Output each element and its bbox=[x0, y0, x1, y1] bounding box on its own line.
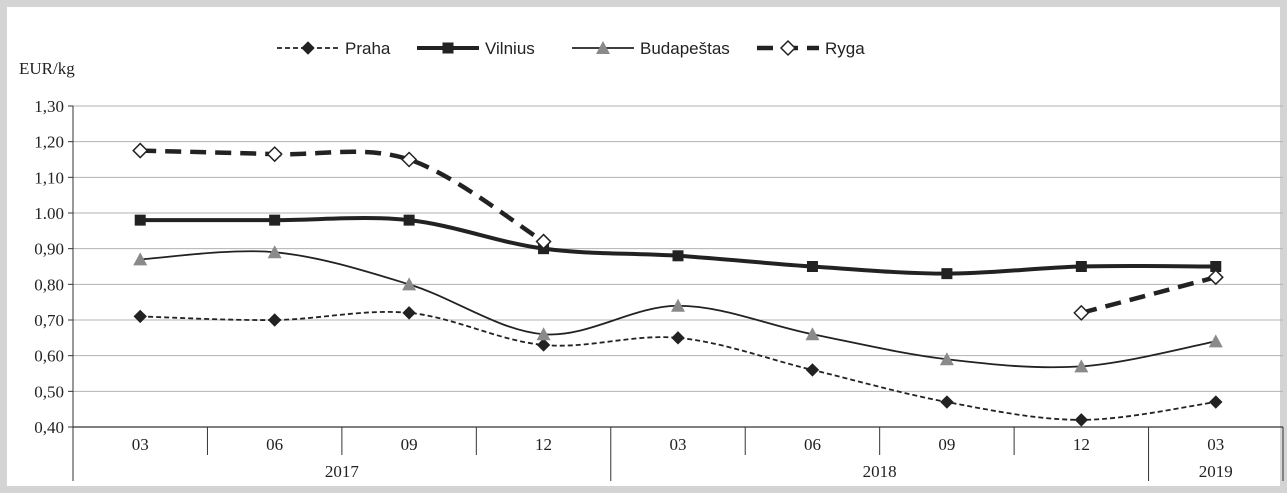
year-label: 2018 bbox=[863, 462, 897, 481]
data-point-budapeštas bbox=[939, 352, 954, 366]
legend-marker-vilnius bbox=[442, 42, 454, 54]
data-point-praha bbox=[671, 331, 685, 345]
x-tick-label: 03 bbox=[132, 435, 149, 454]
data-point-ryga bbox=[266, 146, 283, 163]
x-tick-label: 06 bbox=[266, 435, 283, 454]
data-point-vilnius bbox=[1075, 261, 1087, 272]
series-line-ryga bbox=[140, 148, 545, 244]
data-point-ryga bbox=[401, 151, 418, 168]
y-tick-label: 0,90 bbox=[34, 240, 64, 259]
y-tick-label: 0,70 bbox=[34, 311, 64, 330]
data-point-vilnius bbox=[269, 214, 281, 226]
legend-marker-praha bbox=[301, 41, 315, 55]
data-point-budapeštas bbox=[1208, 334, 1223, 348]
data-point-ryga bbox=[132, 142, 149, 159]
y-tick-label: 0,50 bbox=[34, 382, 64, 401]
data-point-budapeštas bbox=[267, 245, 282, 259]
data-point-budapeštas bbox=[805, 327, 820, 341]
data-point-praha bbox=[1209, 395, 1223, 409]
x-tick-label: 12 bbox=[1073, 435, 1090, 454]
data-point-ryga bbox=[535, 233, 552, 250]
legend-label: Praha bbox=[345, 39, 391, 58]
x-tick-label: 12 bbox=[535, 435, 552, 454]
x-tick-label: 03 bbox=[1207, 435, 1224, 454]
data-point-vilnius bbox=[134, 214, 146, 226]
data-point-ryga bbox=[1073, 304, 1090, 321]
y-tick-label: 1,20 bbox=[34, 133, 64, 152]
series-lines bbox=[140, 148, 1217, 421]
y-tick-label: 0,80 bbox=[34, 275, 64, 294]
series-markers bbox=[132, 142, 1224, 427]
y-tick-label: 1,30 bbox=[34, 97, 64, 116]
y-tick-label: 1.00 bbox=[34, 204, 64, 223]
series-line-vilnius bbox=[140, 216, 1216, 276]
legend-marker-budapeštas bbox=[596, 41, 610, 54]
x-tick-label: 03 bbox=[670, 435, 687, 454]
legend-label: Budapeštas bbox=[640, 39, 730, 58]
line-chart: EUR/kg 1,30 1,20 1,10 1.00 0,90 0,80 0,70 0,60 0… bbox=[19, 39, 1284, 481]
legend-label: Ryga bbox=[825, 39, 865, 58]
y-tick-label: 1,10 bbox=[34, 168, 64, 187]
y-tick-label: 0,60 bbox=[34, 347, 64, 366]
data-point-budapeštas bbox=[402, 277, 417, 291]
legend-marker-ryga bbox=[779, 39, 797, 57]
y-tick-labels: 1,30 1,20 1,10 1.00 0,90 0,80 0,70 0,60 0,50 0,40 bbox=[34, 97, 64, 437]
data-point-budapeštas bbox=[1074, 359, 1089, 373]
data-point-budapeštas bbox=[133, 252, 148, 266]
series-line-praha bbox=[140, 311, 1216, 421]
data-point-praha bbox=[805, 363, 820, 377]
data-point-praha bbox=[1074, 413, 1089, 427]
data-point-praha bbox=[536, 338, 551, 352]
data-point-praha bbox=[267, 313, 282, 327]
y-axis-unit-label: EUR/kg bbox=[19, 59, 75, 78]
year-label: 2017 bbox=[325, 462, 360, 481]
legend: Praha Vilnius Budapeštas Ryga bbox=[277, 39, 865, 58]
legend-label: Vilnius bbox=[485, 39, 535, 58]
data-point-budapeštas bbox=[671, 298, 685, 312]
data-point-praha bbox=[133, 309, 147, 324]
series-line-ryga bbox=[1080, 275, 1217, 316]
data-point-praha bbox=[402, 306, 416, 320]
x-tick-label: 06 bbox=[804, 435, 821, 454]
y-tick-label: 0,40 bbox=[34, 418, 64, 437]
data-point-vilnius bbox=[403, 214, 415, 226]
data-point-ryga bbox=[1207, 269, 1224, 286]
data-point-vilnius bbox=[941, 268, 953, 280]
year-label: 2019 bbox=[1199, 462, 1233, 481]
x-tick-label: 09 bbox=[938, 435, 955, 454]
x-tick-labels: 03 06 09 12 03 06 09 12 03 2017 2018 2019 bbox=[132, 435, 1233, 481]
data-point-vilnius bbox=[672, 250, 684, 262]
grid-lines bbox=[73, 105, 1283, 392]
data-point-budapeštas bbox=[536, 327, 551, 341]
x-tick-label: 09 bbox=[401, 435, 418, 454]
data-point-vilnius bbox=[1210, 261, 1222, 272]
axes bbox=[68, 105, 1284, 481]
data-point-vilnius bbox=[806, 261, 818, 272]
data-point-praha bbox=[940, 395, 954, 409]
